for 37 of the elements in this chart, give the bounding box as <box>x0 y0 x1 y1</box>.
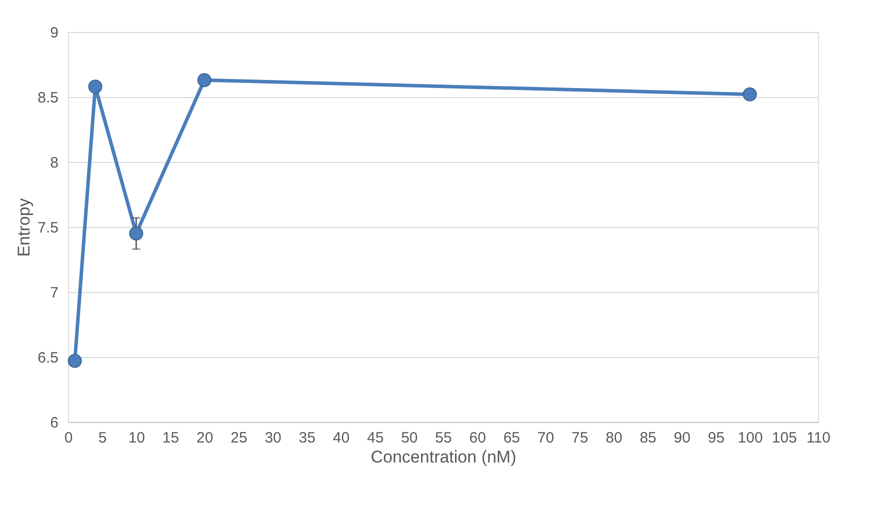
x-tick-label: 40 <box>332 430 350 446</box>
x-tick-label: 70 <box>537 430 554 446</box>
x-tick-label: 105 <box>772 430 797 446</box>
point <box>88 80 102 94</box>
y-tick-label: 7 <box>50 284 58 302</box>
x-axis-title: Concentration (nM) <box>370 448 516 466</box>
y-tick-label: 9 <box>50 24 58 42</box>
y-tick-label: 7.5 <box>38 220 58 236</box>
x-tick-label: 10 <box>128 430 146 446</box>
y-tick-label: 6.5 <box>38 350 58 366</box>
y-tick-label: 8.5 <box>38 90 58 106</box>
y-tick-label: 8 <box>50 154 58 172</box>
x-tick-label: 25 <box>230 430 248 446</box>
x-tick-label: 30 <box>264 430 282 446</box>
x-tick-label: 55 <box>435 430 452 446</box>
x-tick-label: 45 <box>366 430 384 446</box>
x-tick-label: 60 <box>469 430 486 446</box>
point <box>197 73 212 88</box>
x-tick-label: 35 <box>298 430 316 446</box>
point <box>68 354 82 368</box>
x-tick-label: 90 <box>674 430 690 446</box>
x-tick-label: 100 <box>738 430 763 446</box>
y-tick-label: 6 <box>50 414 58 432</box>
x-tick-label: 50 <box>401 430 418 446</box>
x-tick-label: 15 <box>162 430 180 446</box>
x-tick-label: 20 <box>196 430 214 446</box>
x-tick-label: 80 <box>606 430 622 446</box>
x-tick-label: 110 <box>806 430 830 446</box>
x-tick-label: 85 <box>640 430 656 446</box>
x-tick-label: 65 <box>503 430 520 446</box>
point <box>129 226 144 241</box>
x-tick-label: 5 <box>98 430 107 446</box>
x-tick-label: 0 <box>64 430 73 446</box>
x-tick-label: 95 <box>708 430 725 446</box>
x-tick-label: 75 <box>572 430 588 446</box>
point <box>742 87 757 102</box>
y-axis-title: Entropy <box>14 198 34 257</box>
